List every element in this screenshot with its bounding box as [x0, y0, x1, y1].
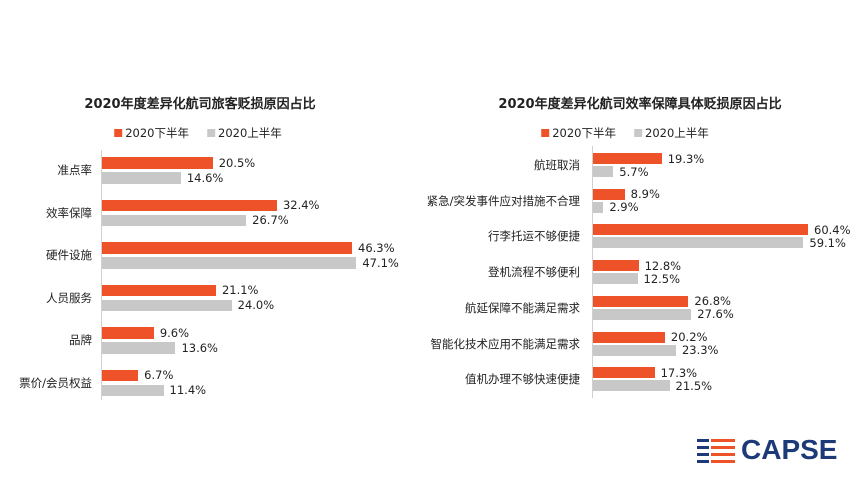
data-label: 13.6%	[181, 340, 218, 355]
data-label: 32.4%	[282, 198, 320, 213]
bar-h2	[593, 188, 625, 200]
right-chart-title: 2020年度差异化航司效率保障具体贬损原因占比	[498, 97, 782, 112]
bar-h1	[102, 384, 164, 396]
bar-h1	[102, 342, 176, 354]
left-legend: 2020下半年 2020上半年	[114, 125, 282, 141]
bar-h2	[593, 295, 689, 307]
data-label: 23.3%	[681, 343, 719, 357]
bar-h1	[593, 308, 692, 320]
data-label: 17.3%	[660, 365, 698, 380]
left-chart-title: 2020年度差异化航司旅客贬损原因占比	[84, 97, 316, 112]
bar-h1	[593, 380, 670, 392]
bar-h1	[102, 172, 181, 184]
category-label: 品牌	[69, 333, 92, 348]
bar-h2	[593, 331, 665, 343]
bar-h2	[593, 260, 639, 272]
category-label: 准点率	[57, 163, 93, 178]
data-label: 21.1%	[221, 283, 259, 298]
data-label: 12.8%	[644, 258, 682, 273]
logo-stripes-icon	[697, 436, 737, 464]
data-label: 21.5%	[675, 378, 713, 393]
data-label: 27.6%	[697, 307, 734, 322]
category-label: 登机流程不够便利	[488, 265, 580, 280]
data-label: 2.9%	[609, 200, 639, 215]
bar-h2	[593, 153, 662, 164]
data-label: 24.0%	[237, 298, 275, 313]
bar-h2	[593, 224, 809, 236]
y-axis-line	[101, 150, 102, 400]
logo-text: CAPSE	[741, 434, 838, 465]
bar-h1	[593, 237, 804, 249]
bar-h2	[102, 157, 213, 169]
category-label: 行李托运不够便捷	[488, 229, 580, 244]
bar-h2	[102, 242, 353, 254]
data-label: 8.9%	[630, 187, 660, 202]
legend-item-h2: 2020下半年	[541, 125, 616, 141]
bar-h1	[593, 344, 676, 356]
bar-h1	[102, 257, 357, 269]
data-label: 20.2%	[670, 330, 708, 344]
data-label: 46.3%	[358, 240, 395, 255]
capse-logo: CAPSE	[697, 434, 837, 466]
bar-h1	[593, 166, 614, 177]
legend-item-h2: 2020下半年	[114, 125, 189, 141]
bar-h1	[102, 214, 247, 226]
bar-h1	[102, 299, 232, 311]
category-label: 值机办理不够快速便捷	[465, 372, 580, 387]
bar-h1	[593, 201, 604, 213]
category-label: 硬件设施	[46, 248, 92, 263]
right-legend: 2020下半年 2020上半年	[541, 125, 709, 141]
bar-h2	[102, 327, 154, 339]
data-label: 6.7%	[144, 368, 174, 383]
category-label: 票价/会员权益	[19, 375, 92, 390]
data-label: 12.5%	[643, 271, 681, 286]
data-label: 47.1%	[362, 255, 399, 270]
data-label: 19.3%	[667, 151, 705, 166]
legend-label: 2020上半年	[218, 126, 282, 140]
data-label: 26.7%	[252, 213, 289, 228]
legend-item-h1: 2020上半年	[634, 125, 709, 141]
data-label: 5.7%	[619, 164, 649, 179]
bar-h2	[102, 199, 277, 211]
legend-item-h1: 2020上半年	[207, 125, 282, 141]
bar-h1	[593, 273, 638, 285]
data-label: 14.6%	[186, 170, 224, 185]
data-label: 11.4%	[169, 383, 207, 398]
category-label: 紧急/突发事件应对措施不合理	[426, 193, 580, 208]
category-label: 航延保障不能满足需求	[465, 300, 580, 315]
bar-h2	[102, 284, 216, 296]
data-label: 60.4%	[814, 222, 851, 237]
data-label: 20.5%	[218, 155, 256, 170]
data-label: 9.6%	[159, 325, 190, 340]
category-label: 效率保障	[46, 205, 92, 220]
data-label: 59.1%	[809, 235, 846, 250]
category-label: 人员服务	[46, 290, 92, 305]
legend-label: 2020下半年	[125, 126, 189, 140]
y-axis-line	[592, 146, 593, 398]
category-label: 航班取消	[534, 158, 580, 172]
legend-label: 2020上半年	[645, 126, 709, 140]
legend-label: 2020下半年	[552, 126, 616, 140]
category-label: 智能化技术应用不能满足需求	[430, 336, 581, 351]
bar-h2	[102, 369, 139, 381]
data-label: 26.8%	[694, 294, 731, 309]
bar-h2	[593, 367, 655, 379]
